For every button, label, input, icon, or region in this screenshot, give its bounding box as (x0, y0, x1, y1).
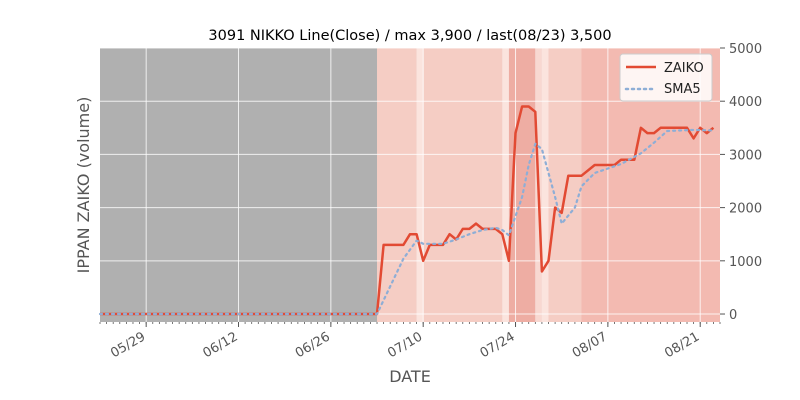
background-band-3 (423, 48, 503, 322)
x-tick-label-07-24: 07/24 (478, 329, 518, 361)
x-axis-ticks: 05/29 06/12 06/26 07/10 07/24 08/07 08/21 (99, 322, 721, 361)
x-tick-label-05-29: 05/29 (108, 329, 148, 361)
x-tick-label-08-07: 08/07 (570, 329, 610, 361)
background-band-4 (502, 48, 509, 322)
legend-label-zaiko: ZAIKO (664, 61, 704, 76)
y-tick-label-2000: 2000 (729, 202, 762, 217)
x-tick-label-06-12: 06/12 (201, 329, 241, 361)
background-band-7 (541, 48, 549, 322)
x-tick-label-06-26: 06/26 (293, 329, 333, 361)
x-tick-label-08-21: 08/21 (662, 329, 702, 361)
x-axis-label: DATE (389, 367, 431, 386)
y-axis-label: IPPAN ZAIKO (volume) (74, 97, 93, 274)
y-tick-label-0: 0 (729, 308, 737, 323)
series-line-sma5 (98, 128, 715, 316)
series-line-zaiko (100, 105, 715, 316)
series-lines (98, 105, 715, 316)
legend-label-sma5: SMA5 (664, 82, 701, 97)
chart-title: 3091 NIKKO Line(Close) / max 3,900 / las… (208, 28, 611, 44)
background-band-1 (377, 48, 417, 322)
x-tick-label-07-10: 07/10 (385, 329, 425, 361)
legend: ZAIKO SMA5 (619, 53, 713, 102)
background-band-8 (548, 48, 582, 322)
y-tick-label-4000: 4000 (729, 95, 762, 110)
y-tick-label-1000: 1000 (729, 255, 762, 270)
y-axis-ticks: 0 1000 2000 3000 4000 5000 (720, 42, 762, 323)
y-tick-label-5000: 5000 (729, 42, 762, 57)
y-tick-label-3000: 3000 (729, 148, 762, 163)
background-band-2 (416, 48, 424, 322)
